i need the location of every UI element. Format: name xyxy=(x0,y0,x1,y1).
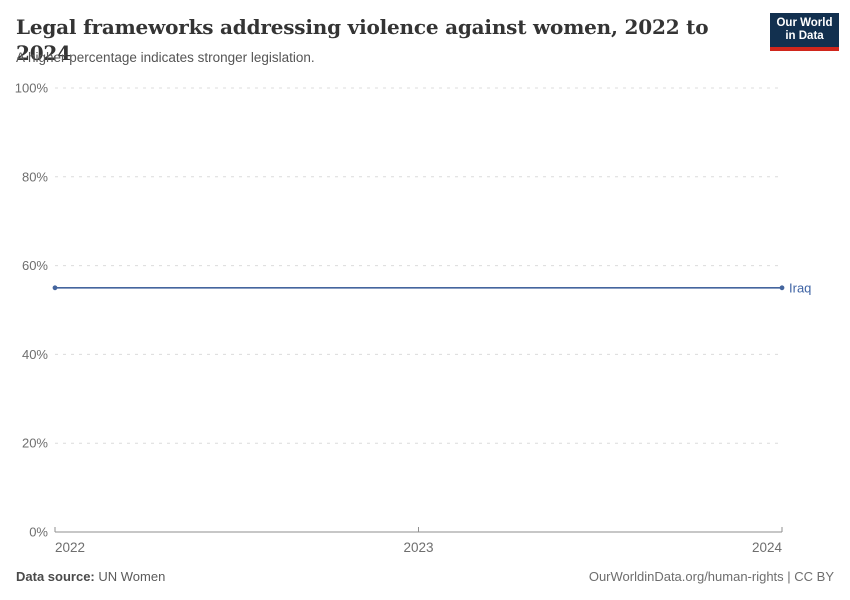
y-tick-label: 20% xyxy=(22,436,48,451)
chart-footer: Data source: UN Women OurWorldinData.org… xyxy=(16,569,834,584)
x-tick-label: 2024 xyxy=(752,540,783,555)
y-tick-label: 60% xyxy=(22,258,48,273)
x-tick-label: 2022 xyxy=(55,540,85,555)
chart-title: Legal frameworks addressing violence aga… xyxy=(16,15,709,65)
series-endpoint xyxy=(779,285,785,291)
y-tick-label: 80% xyxy=(22,169,48,184)
attribution: OurWorldinData.org/human-rights | CC BY xyxy=(588,569,834,584)
owid-logo: Our World in Data xyxy=(770,13,839,51)
data-source-value: UN Women xyxy=(94,569,166,584)
data-source: Data source: UN Women xyxy=(16,569,165,584)
series-endpoint xyxy=(52,285,58,291)
logo-line1: Our World xyxy=(776,17,833,29)
chart-subtitle: A higher percentage indicates stronger l… xyxy=(16,50,315,65)
logo-line2: in Data xyxy=(785,30,824,42)
y-tick-label: 100% xyxy=(15,81,49,96)
series-label[interactable]: Iraq xyxy=(789,280,811,295)
y-tick-label: 40% xyxy=(22,347,48,362)
data-source-label: Data source: xyxy=(16,569,95,584)
y-tick-label: 0% xyxy=(29,525,48,540)
x-tick-label: 2023 xyxy=(403,540,433,555)
